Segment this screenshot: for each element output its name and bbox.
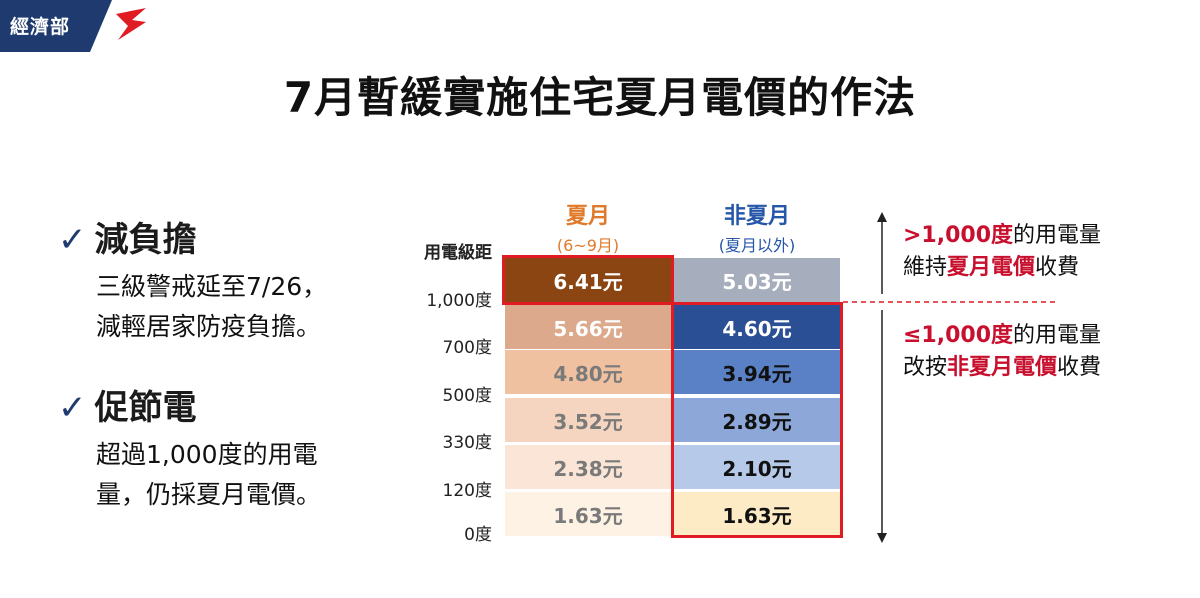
note-text: 改按 xyxy=(903,355,948,380)
non-summer-price-cell: 1.63元 xyxy=(674,492,840,536)
summer-price-cell: 2.38元 xyxy=(505,445,671,489)
summer-label: 夏月 xyxy=(565,204,610,229)
summer-period: (6~9月) xyxy=(556,236,620,255)
page-title: 7月暫緩實施住宅夏月電價的作法 xyxy=(283,73,917,122)
note-text: 收費 xyxy=(1035,255,1080,280)
bullet-line: 超過1,000度的用電 xyxy=(96,440,318,469)
bullet-line: 量，仍採夏月電價。 xyxy=(96,480,322,509)
bullet-body: 三級警戒延至7/26， 減輕居家防疫負擔。 xyxy=(96,267,327,347)
annotation-graphics xyxy=(843,212,1055,543)
note-emphasis: 夏月電價 xyxy=(947,255,1036,280)
tier-label: 700度 xyxy=(442,338,492,358)
non-summer-period: (夏月以外) xyxy=(718,236,796,255)
bullet-save-electricity: ✓ 促節電 超過1,000度的用電 量，仍採夏月電價。 xyxy=(58,380,321,515)
bullet-heading-text: 促節電 xyxy=(94,388,197,428)
bullet-heading: ✓ 促節電 xyxy=(58,380,321,429)
bullet-heading-text: 減負擔 xyxy=(94,220,197,260)
non-summer-price-cell: 2.10元 xyxy=(674,445,840,489)
tier-label: 120度 xyxy=(442,481,492,501)
bullet-body: 超過1,000度的用電 量，仍採夏月電價。 xyxy=(96,435,321,515)
non-summer-price-cell: 2.89元 xyxy=(674,398,840,442)
bullet-heading: ✓ 減負擔 xyxy=(58,212,327,261)
tier-label: 330度 xyxy=(442,433,492,453)
non-summer-label: 非夏月 xyxy=(723,204,790,229)
non-summer-price-cell: 5.03元 xyxy=(674,258,840,302)
tier-label: 500度 xyxy=(442,386,492,406)
note-line: >1,000度的用電量 xyxy=(903,220,1101,252)
note-below-threshold: ≤1,000度的用電量 改按非夏月電價收費 xyxy=(903,320,1101,384)
note-text: 的用電量 xyxy=(1013,323,1102,348)
summer-price-cell: 6.41元 xyxy=(505,258,671,302)
non-summer-column-header: 非夏月 (夏月以外) xyxy=(674,198,840,256)
note-emphasis: 非夏月電價 xyxy=(947,355,1058,380)
threshold-below-text: ≤1,000度 xyxy=(903,323,1014,348)
summer-price-cell: 5.66元 xyxy=(505,305,671,349)
tier-header: 用電級距 xyxy=(424,243,492,263)
tier-label: 0度 xyxy=(464,525,492,545)
summer-column-header: 夏月 (6~9月) xyxy=(505,198,671,256)
non-summer-price-cell: 3.94元 xyxy=(674,350,840,394)
note-line: 維持夏月電價收費 xyxy=(903,252,1101,284)
ministry-name: 經濟部 xyxy=(10,16,71,38)
note-text: 收費 xyxy=(1057,355,1102,380)
note-line: 改按非夏月電價收費 xyxy=(903,352,1101,384)
summer-price-cell: 1.63元 xyxy=(505,492,671,536)
checkmark-icon: ✓ xyxy=(58,388,87,428)
bullet-reduce-burden: ✓ 減負擔 三級警戒延至7/26， 減輕居家防疫負擔。 xyxy=(58,212,327,347)
bullet-line: 減輕居家防疫負擔。 xyxy=(96,312,322,341)
non-summer-price-cell: 4.60元 xyxy=(674,305,840,349)
arrow-up-icon xyxy=(877,212,887,222)
bullet-line: 三級警戒延至7/26， xyxy=(96,272,328,301)
note-above-threshold: >1,000度的用電量 維持夏月電價收費 xyxy=(903,220,1101,284)
note-text: 維持 xyxy=(903,255,948,280)
checkmark-icon: ✓ xyxy=(58,220,87,260)
arrow-down-icon xyxy=(877,533,887,543)
note-line: ≤1,000度的用電量 xyxy=(903,320,1101,352)
note-text: 的用電量 xyxy=(1013,223,1102,248)
threshold-above-text: >1,000度 xyxy=(903,223,1014,248)
summer-price-cell: 3.52元 xyxy=(505,398,671,442)
moea-emblem-icon xyxy=(116,8,146,40)
tier-label: 1,000度 xyxy=(426,291,492,311)
logo-background xyxy=(0,0,150,52)
summer-price-cell: 4.80元 xyxy=(505,350,671,394)
ministry-logo-bar: 經濟部 xyxy=(0,0,150,52)
